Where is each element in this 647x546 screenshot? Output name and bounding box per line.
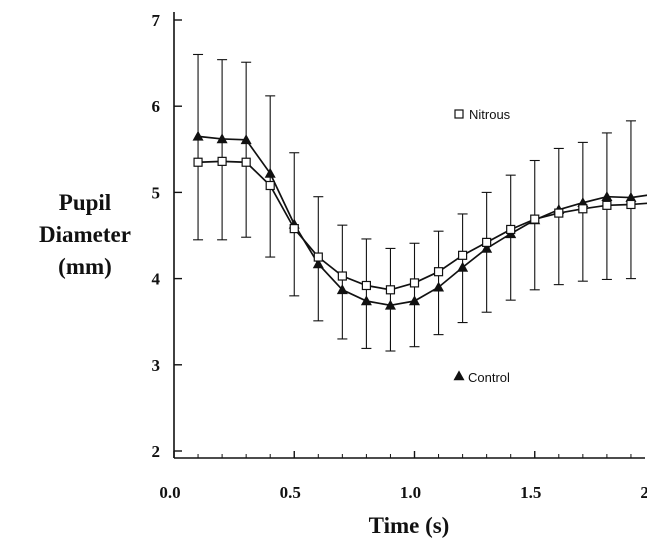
control-point (360, 295, 372, 306)
control-point (240, 134, 252, 145)
nitrous-point (530, 214, 540, 224)
y-tick-label: 7 (152, 11, 161, 30)
y-tick-label: 6 (152, 97, 161, 116)
control-point (384, 299, 396, 310)
nitrous-point (313, 252, 323, 262)
nitrous-point (602, 200, 612, 210)
control-point (264, 167, 276, 178)
nitrous-point (409, 278, 420, 288)
nitrous-point (193, 157, 203, 167)
control-point (336, 284, 348, 295)
control-point (601, 191, 613, 202)
legend-control-marker (453, 370, 465, 381)
axes: 2 3 4 5 6 7 0.0 0.5 1.0 1.5 2.0 (152, 11, 647, 502)
y-tick-label: 5 (152, 183, 161, 202)
control-point (312, 258, 324, 269)
error-bars (193, 53, 636, 352)
control-point (433, 281, 445, 292)
nitrous-point (458, 250, 468, 260)
nitrous-point (337, 271, 347, 281)
x-tick-label: 0.5 (280, 483, 301, 502)
series-lines (197, 135, 647, 307)
series-markers (192, 130, 637, 310)
nitrous-point (626, 199, 636, 210)
y-tick-label: 2 (152, 442, 161, 461)
legend-nitrous-marker (454, 109, 464, 119)
legend: Nitrous Control (453, 107, 511, 385)
control-point (457, 261, 469, 272)
x-tick-label: 1.0 (400, 483, 421, 502)
nitrous-point (289, 224, 299, 234)
x-tick-label: 1.5 (520, 483, 541, 502)
nitrous-point (217, 156, 227, 166)
y-axis-title-line-3: (mm) (58, 254, 112, 279)
nitrous-point (265, 180, 275, 191)
y-axis-title-line-2: Diameter (39, 222, 131, 247)
legend-nitrous-label: Nitrous (469, 107, 511, 122)
nitrous-point (578, 204, 588, 214)
nitrous-point (482, 237, 492, 247)
nitrous-point (506, 224, 516, 235)
nitrous-point (554, 208, 564, 218)
x-axis-title: Time (s) (369, 513, 450, 538)
x-tick-label: 2.0 (640, 483, 647, 502)
nitrous-point (361, 280, 371, 291)
nitrous-point (433, 267, 444, 277)
x-tick-label: 0.0 (159, 483, 180, 502)
series-line-nitrous (198, 160, 647, 291)
nitrous-point (385, 285, 396, 295)
y-tick-label: 4 (152, 270, 161, 289)
y-tick-label: 3 (152, 356, 161, 375)
nitrous-point (241, 157, 251, 167)
control-point (481, 242, 493, 253)
control-point (192, 130, 204, 141)
control-point (216, 133, 228, 144)
legend-control-label: Control (468, 370, 510, 385)
y-axis-title-line-1: Pupil (59, 190, 111, 215)
control-point (408, 295, 421, 306)
